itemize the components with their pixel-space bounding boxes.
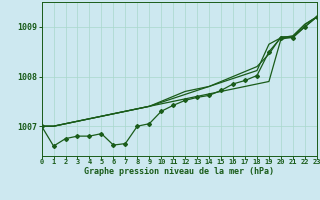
X-axis label: Graphe pression niveau de la mer (hPa): Graphe pression niveau de la mer (hPa) bbox=[84, 167, 274, 176]
